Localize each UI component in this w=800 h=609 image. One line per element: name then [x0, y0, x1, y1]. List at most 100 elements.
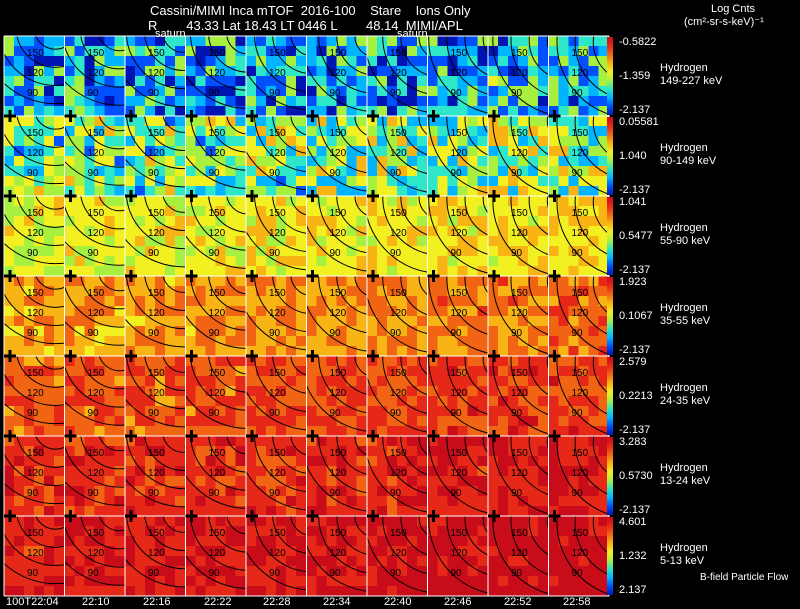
contour-label: 120	[208, 148, 225, 159]
colorbar-max-label: 1.041	[619, 197, 647, 208]
contour-label: 120	[511, 548, 528, 559]
contour-label: 120	[571, 148, 588, 159]
contour-label: 150	[208, 128, 225, 139]
contour-label: 150	[390, 528, 407, 539]
saturn-label: saturn	[397, 29, 428, 40]
species-label: Hydrogen	[660, 382, 708, 395]
energy-label: 55-90 keV	[660, 235, 710, 248]
colorbar-min-label: -2.137	[619, 505, 650, 516]
colorbar-max-label: 2.579	[619, 357, 647, 368]
saturn-label: saturn	[155, 29, 186, 40]
colorbar-mid-label: -1.359	[619, 71, 650, 82]
contour-label: 150	[27, 288, 44, 299]
colorbar-mid-label: 0.2213	[619, 391, 653, 402]
species-label: Hydrogen	[660, 462, 708, 475]
contour-label: 120	[390, 308, 407, 319]
contour-label: 150	[27, 528, 44, 539]
contour-label: 150	[329, 528, 346, 539]
x-tick-label: 22:16	[143, 597, 171, 608]
colorbar-mid-label: 0.5477	[619, 231, 653, 242]
contour-label: 120	[208, 468, 225, 479]
contour-label: 150	[571, 448, 588, 459]
contour-label: 150	[450, 288, 467, 299]
contour-label: 90	[269, 168, 281, 179]
contour-label: 90	[450, 248, 462, 259]
contour-label: 150	[390, 208, 407, 219]
contour-label: 120	[269, 68, 286, 79]
x-tick-label: 22:40	[384, 597, 412, 608]
contour-label: 120	[390, 68, 407, 79]
contour-label: 150	[87, 128, 104, 139]
x-tick-label: 22:28	[263, 597, 291, 608]
contour-label: 120	[87, 68, 104, 79]
x-tick-label: 22:10	[82, 597, 110, 608]
contour-label: 150	[511, 528, 528, 539]
contour-label: 150	[87, 528, 104, 539]
contour-label: 150	[269, 128, 286, 139]
colorbar	[607, 197, 613, 275]
contour-label: 90	[511, 568, 523, 579]
legend-bfield-particle-flow: B-field Particle Flow	[700, 573, 788, 583]
contour-label: 90	[511, 408, 523, 419]
contour-label: 150	[511, 368, 528, 379]
contour-label: 120	[148, 68, 165, 79]
contour-label: 90	[87, 568, 99, 579]
contour-label: 90	[208, 568, 220, 579]
contour-label: 90	[571, 88, 583, 99]
contour-label: 150	[269, 288, 286, 299]
x-tick-label: 22:22	[204, 597, 232, 608]
contour-label: 90	[208, 168, 220, 179]
contour-label: 150	[148, 368, 165, 379]
contour-label: 120	[450, 68, 467, 79]
colorbar-max-label: 0.05581	[619, 117, 659, 128]
contour-label: 150	[87, 288, 104, 299]
contour-label: 90	[571, 488, 583, 499]
contour-label: 90	[571, 328, 583, 339]
contour-label: 120	[269, 468, 286, 479]
contour-label: 90	[87, 408, 99, 419]
contour-label: 90	[208, 488, 220, 499]
contour-label: 150	[269, 528, 286, 539]
contour-label: 90	[390, 328, 402, 339]
contour-label: 120	[329, 388, 346, 399]
contour-label: 150	[269, 448, 286, 459]
contour-label: 150	[511, 48, 528, 59]
contour-label: 150	[148, 48, 165, 59]
contour-label: 90	[208, 248, 220, 259]
colorbar-min-label: -2.137	[619, 345, 650, 356]
species-label: Hydrogen	[660, 302, 708, 315]
contour-label: 120	[269, 148, 286, 159]
contour-label: 120	[27, 148, 44, 159]
contour-label: 120	[511, 468, 528, 479]
contour-label: 90	[208, 88, 220, 99]
contour-label: 90	[148, 168, 160, 179]
contour-label: 150	[329, 288, 346, 299]
contour-label: 90	[450, 328, 462, 339]
contour-label: 120	[27, 468, 44, 479]
contour-label: 150	[27, 368, 44, 379]
contour-label: 120	[269, 228, 286, 239]
contour-label: 150	[450, 48, 467, 59]
contour-label: 90	[269, 328, 281, 339]
contour-label: 150	[87, 448, 104, 459]
contour-label: 90	[269, 488, 281, 499]
colorbar-max-label: 1.923	[619, 277, 647, 288]
contour-label: 90	[329, 488, 341, 499]
contour-label: 90	[27, 568, 39, 579]
contour-label: 90	[87, 488, 99, 499]
colorbar	[607, 517, 613, 595]
contour-label: 90	[269, 248, 281, 259]
contour-label: 120	[208, 308, 225, 319]
contour-label: 150	[571, 48, 588, 59]
contour-label: 120	[390, 148, 407, 159]
contour-label: 90	[390, 568, 402, 579]
contour-label: 90	[450, 568, 462, 579]
contour-label: 90	[148, 328, 160, 339]
contour-label: 90	[27, 408, 39, 419]
contour-label: 120	[27, 308, 44, 319]
contour-label: 150	[571, 128, 588, 139]
contour-label: 120	[208, 68, 225, 79]
contour-label: 90	[390, 248, 402, 259]
contour-label: 120	[208, 388, 225, 399]
contour-label: 150	[450, 128, 467, 139]
